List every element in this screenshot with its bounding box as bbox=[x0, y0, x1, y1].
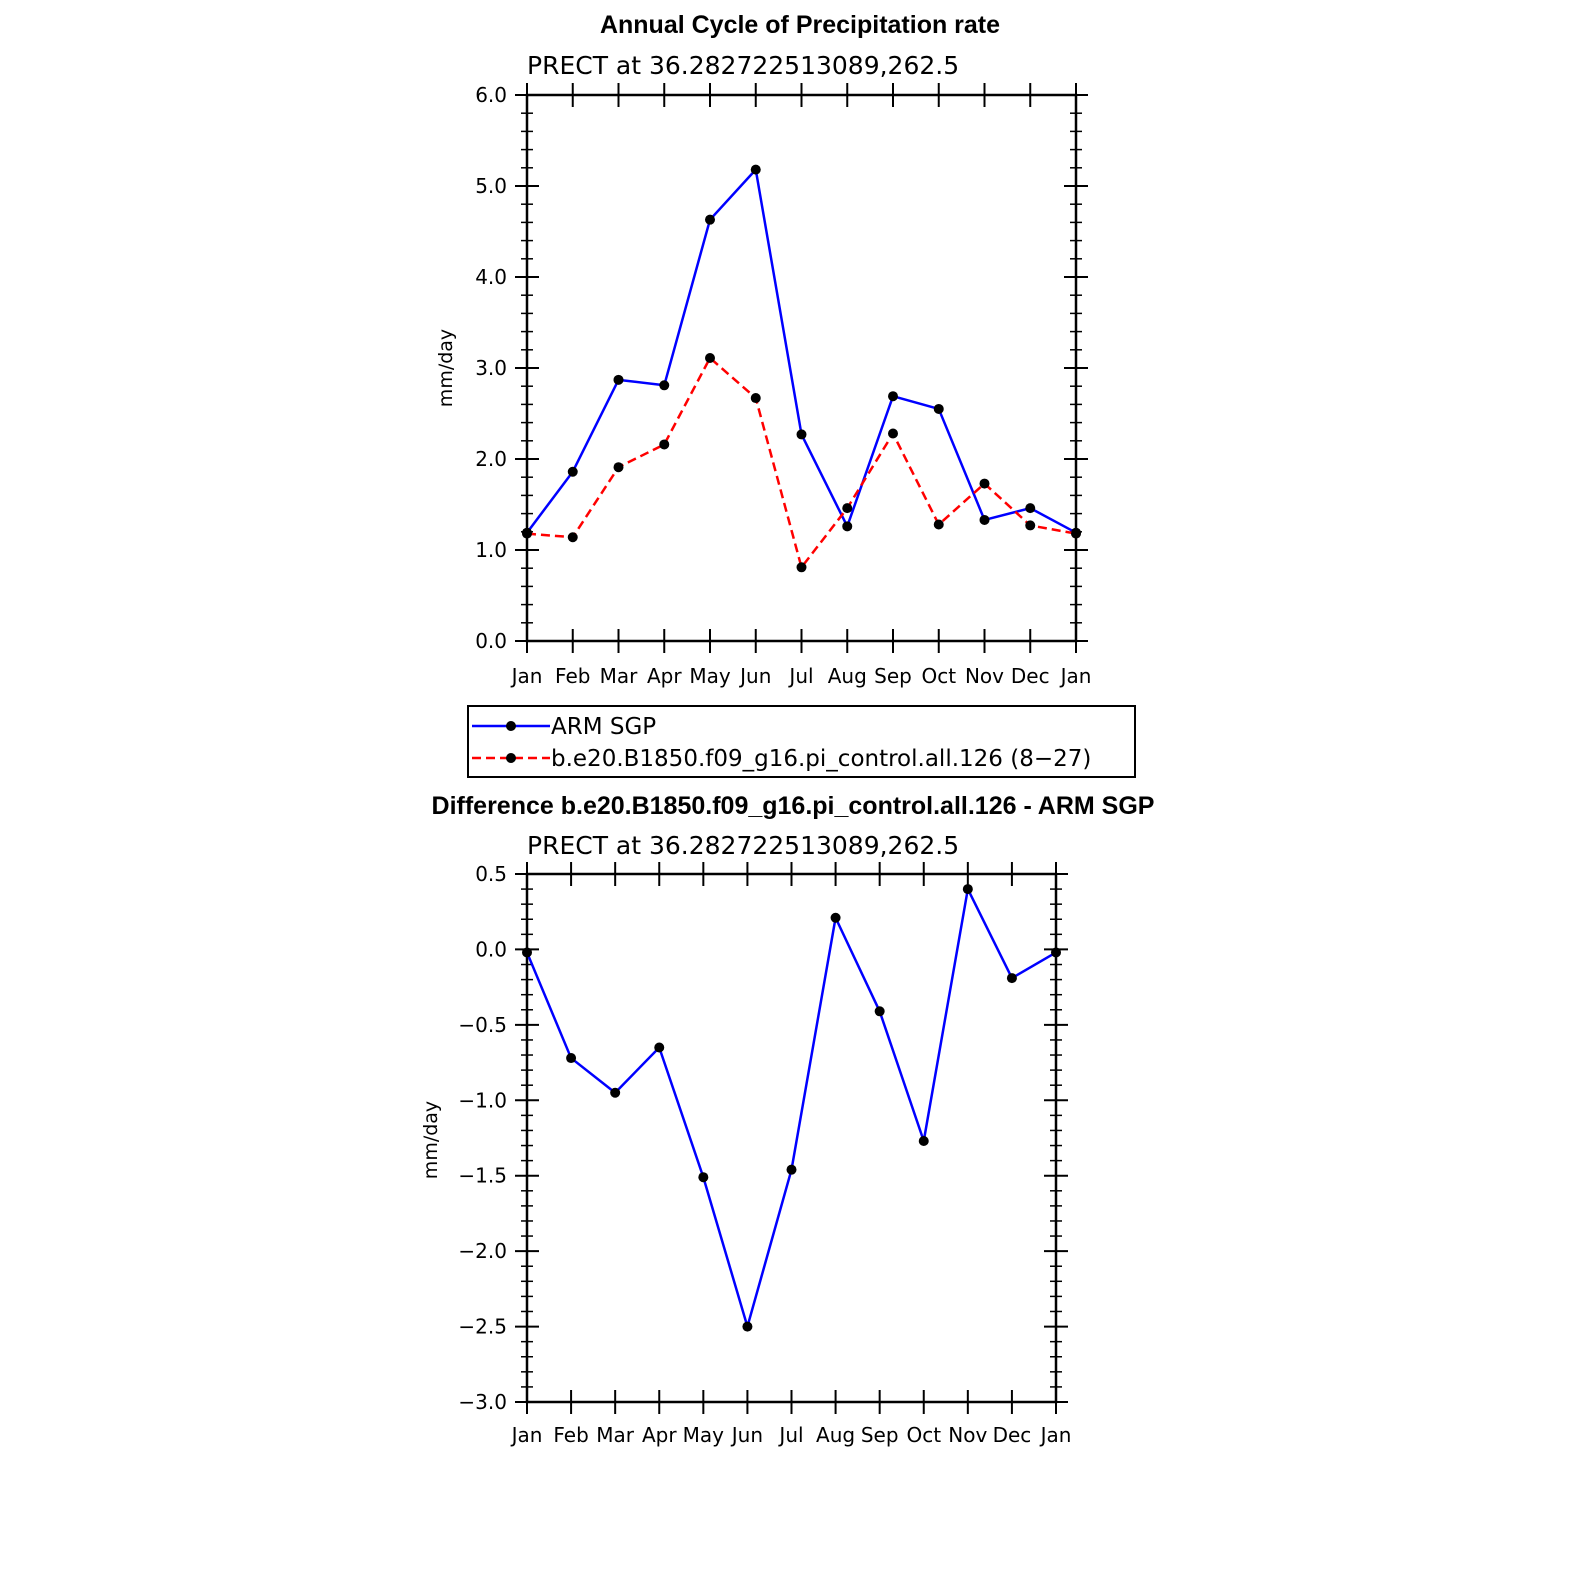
chart2-xtick-label-may: May bbox=[683, 1423, 725, 1447]
chart2-xtick-label-oct: Oct bbox=[906, 1423, 941, 1447]
chart2-xtick-label-sep: Sep bbox=[861, 1423, 899, 1447]
chart1-series-arm-sgp-point bbox=[796, 429, 807, 440]
chart1-series-b-e20-b1850-f09-g16-pi-control-point bbox=[1071, 528, 1081, 539]
chart1-ytick-label: 2.0 bbox=[475, 447, 507, 471]
chart2-series-1-point bbox=[698, 1172, 709, 1183]
chart1-series-arm-sgp-point bbox=[933, 403, 944, 414]
chart1-series-b-e20-b1850-f09-g16-pi-control-point bbox=[750, 393, 761, 404]
chart1-xtick-label-apr: Apr bbox=[647, 664, 682, 688]
chart1-ytick-label: 3.0 bbox=[475, 356, 507, 380]
chart1-series-b-e20-b1850-f09-g16-pi-control-point bbox=[567, 532, 578, 543]
chart1-series-arm-sgp-point bbox=[979, 514, 990, 525]
chart2-series-1-point bbox=[522, 947, 532, 958]
legend-marker-model bbox=[506, 753, 516, 763]
chart2-subtitle: PRECT at 36.282722513089,262.5 bbox=[527, 831, 959, 860]
chart2-xtick-label-dec: Dec bbox=[993, 1423, 1032, 1447]
chart2-series-1-point bbox=[654, 1042, 665, 1053]
chart2-ytick-label: −3.0 bbox=[458, 1390, 507, 1414]
chart2-plot: −3.0 −2.5 −2.0 −1.5 −1.0 −0.5 0.0 0.5 Jan Feb Mar A… bbox=[458, 862, 1071, 1447]
chart1-xtick-label-feb: Feb bbox=[555, 664, 590, 688]
chart2-series-1-point bbox=[1006, 973, 1017, 984]
chart1-series-arm-sgp-point bbox=[659, 380, 670, 391]
chart1-series-b-e20-b1850-f09-g16-pi-control-point bbox=[705, 352, 715, 363]
chart1-series-b-e20-b1850-f09-g16-pi-control-point bbox=[613, 462, 624, 473]
chart1-series-b-e20-b1850-f09-g16-pi-control-point bbox=[888, 428, 898, 439]
chart2-series-1-point bbox=[786, 1164, 797, 1175]
chart1-ytick-label: 5.0 bbox=[475, 174, 507, 198]
chart1-xtick-label-nov: Nov bbox=[965, 664, 1004, 688]
chart1-series-arm-sgp-point bbox=[613, 374, 624, 385]
chart1-title: Annual Cycle of Precipitation rate bbox=[600, 11, 1000, 39]
chart1-xtick-label-aug: Aug bbox=[828, 664, 867, 688]
chart2-series-1-line bbox=[525, 887, 1057, 1328]
chart1-series-b-e20-b1850-f09-g16-pi-control-point bbox=[979, 478, 990, 489]
chart1-xtick-label-oct: Oct bbox=[921, 664, 956, 688]
chart2-frame bbox=[525, 872, 1058, 1404]
chart2-ytick-label: 0.5 bbox=[475, 862, 507, 886]
chart1-ytick-label: 0.0 bbox=[475, 629, 507, 653]
chart1-series-arm-sgp-line bbox=[526, 168, 1077, 534]
chart1-xtick-label-sep: Sep bbox=[874, 664, 912, 688]
chart2-ytick-label: −0.5 bbox=[458, 1013, 507, 1037]
chart1-legend: ARM SGP b.e20.B1850.f09_g16.pi_control.a… bbox=[467, 705, 1136, 778]
chart1-series-arm-sgp-point bbox=[1025, 503, 1036, 514]
chart1-series-arm-sgp-point bbox=[888, 391, 898, 402]
chart2-xtick-label-feb: Feb bbox=[553, 1423, 588, 1447]
chart1-series-b-e20-b1850-f09-g16-pi-control-point bbox=[933, 519, 944, 530]
chart1-xtick-label-may: May bbox=[689, 664, 731, 688]
chart1-series-b-e20-b1850-f09-g16-pi-control-point bbox=[522, 528, 532, 539]
chart2-series-1-point bbox=[962, 884, 973, 895]
legend-label-model: b.e20.B1850.f09_g16.pi_control.all.126 (… bbox=[551, 746, 1091, 772]
chart1-ytick-label: 4.0 bbox=[475, 265, 507, 289]
chart2-series-1-point bbox=[566, 1053, 577, 1064]
chart2-title: Difference b.e20.B1850.f09_g16.pi_contro… bbox=[432, 792, 1155, 820]
chart2-xtick-label-apr: Apr bbox=[642, 1423, 677, 1447]
chart2-series-1-point bbox=[610, 1087, 621, 1098]
chart2-ytick-label: −2.5 bbox=[458, 1315, 507, 1339]
chart2-xtick-label-jan: Jan bbox=[1039, 1423, 1072, 1447]
chart1-xtick-label-jul: Jul bbox=[787, 664, 813, 688]
chart1-ylabel: mm/day bbox=[435, 329, 457, 407]
chart1-xtick-label-dec: Dec bbox=[1011, 664, 1050, 688]
chart2-ytick-label: −1.0 bbox=[458, 1088, 507, 1112]
chart2-xtick-label-jan: Jan bbox=[510, 1423, 543, 1447]
chart2-xtick-label-jul: Jul bbox=[777, 1423, 803, 1447]
chart1-frame bbox=[525, 93, 1078, 643]
chart1-series-b-e20-b1850-f09-g16-pi-control-line bbox=[526, 356, 1077, 569]
chart1-series-b-e20-b1850-f09-g16-pi-control-point bbox=[659, 439, 670, 450]
chart1-xtick-label-jan: Jan bbox=[1059, 664, 1092, 688]
chart1-series-b-e20-b1850-f09-g16-pi-control-point bbox=[796, 562, 807, 573]
chart1-xtick-label-jun: Jun bbox=[738, 664, 771, 688]
chart2-series-1-point bbox=[742, 1321, 753, 1332]
chart2-ytick-label: 0.0 bbox=[475, 937, 507, 961]
chart2-series-1-point bbox=[830, 912, 841, 923]
chart2-xtick-label-aug: Aug bbox=[816, 1423, 855, 1447]
chart1-series-arm-sgp-point bbox=[750, 164, 761, 175]
legend-box bbox=[467, 705, 1136, 778]
chart1-subtitle: PRECT at 36.282722513089,262.5 bbox=[527, 51, 959, 80]
chart2-ytick-label: −2.0 bbox=[458, 1239, 507, 1263]
chart2-series-1-point bbox=[918, 1136, 929, 1147]
chart1-xtick-label-mar: Mar bbox=[600, 664, 639, 688]
chart2-series-1-point bbox=[1051, 947, 1061, 958]
chart2-ytick-label: −1.5 bbox=[458, 1164, 507, 1188]
chart1-series-arm-sgp-point bbox=[567, 466, 578, 477]
legend-label-arm-sgp: ARM SGP bbox=[551, 714, 656, 740]
chart1-ytick-label: 1.0 bbox=[475, 538, 507, 562]
chart1-series-b-e20-b1850-f09-g16-pi-control-point bbox=[842, 503, 853, 514]
chart2-xtick-label-jun: Jun bbox=[730, 1423, 763, 1447]
chart2-ylabel: mm/day bbox=[420, 1101, 442, 1179]
chart1-series-arm-sgp-point bbox=[842, 521, 853, 532]
chart1-plot: 0.0 1.0 2.0 3.0 4.0 5.0 6.0 Jan Feb Mar Apr May Jun J… bbox=[475, 83, 1091, 688]
chart1-ytick-label: 6.0 bbox=[475, 83, 507, 107]
chart2-xtick-label-mar: Mar bbox=[596, 1423, 635, 1447]
chart1-series-b-e20-b1850-f09-g16-pi-control-point bbox=[1025, 520, 1036, 531]
chart1-series-arm-sgp-point bbox=[705, 214, 715, 225]
legend-marker-arm-sgp bbox=[506, 721, 516, 731]
chart2-series-1-point bbox=[874, 1006, 885, 1017]
chart2-xtick-label-nov: Nov bbox=[948, 1423, 987, 1447]
chart1-xtick-label-jan: Jan bbox=[510, 664, 543, 688]
